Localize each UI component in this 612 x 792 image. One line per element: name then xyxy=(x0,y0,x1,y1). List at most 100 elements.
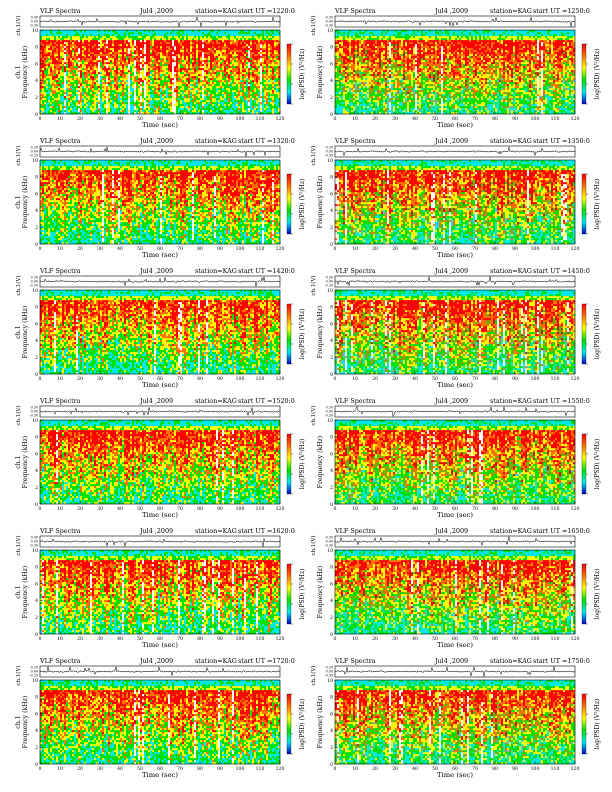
colorbar-label: log(PSD) (V²/Hz) xyxy=(594,569,601,620)
time-tick-label: 90 xyxy=(217,636,223,642)
panel-date: Jul4 ,2009 xyxy=(434,137,468,145)
time-axis-label: Time (sec) xyxy=(437,251,473,259)
freq-axis-label: Frequency (kHz) xyxy=(22,46,29,99)
waveform-trace xyxy=(335,277,575,286)
colorbar xyxy=(287,174,291,234)
time-axis-label: Time (sec) xyxy=(437,381,473,389)
panel-station: station=KAG xyxy=(195,7,237,15)
freq-tick-label: 4 xyxy=(330,728,333,734)
waveform-ytick: -0.30 xyxy=(325,414,333,418)
time-tick-label: 100 xyxy=(531,636,540,642)
time-tick-label: 90 xyxy=(217,246,223,252)
panel-title: VLF Spectra xyxy=(334,397,376,405)
spectrogram-cells xyxy=(40,290,280,374)
panel-title: VLF Spectra xyxy=(39,527,81,535)
colorbar-label: log(PSD) (V²/Hz) xyxy=(594,179,601,230)
time-axis-label: Time (sec) xyxy=(437,121,473,129)
freq-tick-label: 10 xyxy=(32,158,38,164)
time-axis-label: Time (sec) xyxy=(437,641,473,649)
time-tick-label: 0 xyxy=(334,376,337,382)
waveform-trace xyxy=(40,147,280,157)
freq-tick-label: 6 xyxy=(330,451,333,457)
colorbar-label: log(PSD) (V²/Hz) xyxy=(594,309,601,360)
time-axis-label: Time (sec) xyxy=(437,771,473,779)
time-tick-label: 0 xyxy=(39,116,42,122)
panel-station: station=KAG xyxy=(490,137,532,145)
freq-tick-label: 10 xyxy=(32,288,38,294)
colorbar xyxy=(582,174,586,234)
freq-tick-label: 2 xyxy=(35,485,38,491)
freq-tick-label: 8 xyxy=(330,565,333,571)
panel-station: station=KAG xyxy=(490,527,532,535)
time-tick-label: 110 xyxy=(551,246,560,252)
time-tick-label: 20 xyxy=(372,116,378,122)
time-tick-label: 90 xyxy=(217,766,223,772)
freq-tick-label: 6 xyxy=(330,61,333,67)
freq-tick-label: 2 xyxy=(330,745,333,751)
freq-axis-label: Frequency (kHz) xyxy=(317,566,324,619)
waveform-trace xyxy=(40,17,280,27)
time-tick-label: 10 xyxy=(57,636,63,642)
spectrogram-cells xyxy=(335,680,575,764)
time-tick-label: 100 xyxy=(531,246,540,252)
freq-axis-label: Frequency (kHz) xyxy=(22,696,29,749)
spectra-panel: VLF Spectra Jul4 ,2009 station=KAG start UT… xyxy=(310,137,601,259)
spectra-panel: VLF Spectra Jul4 ,2009 station=KAG start UT… xyxy=(15,137,306,259)
freq-tick-label: 4 xyxy=(330,208,333,214)
panel-start-ut: start UT =1420:0 xyxy=(238,267,295,275)
time-tick-label: 110 xyxy=(256,506,265,512)
spectrogram-cells xyxy=(40,160,280,244)
freq-tick-label: 6 xyxy=(330,191,333,197)
waveform-trace xyxy=(335,537,575,546)
time-tick-label: 40 xyxy=(117,116,123,122)
freq-axis-prefix: ch.1 xyxy=(15,65,22,78)
time-tick-label: 100 xyxy=(236,636,245,642)
panel-date: Jul4 ,2009 xyxy=(434,397,468,405)
waveform-ylabel: ch.1(V) xyxy=(310,15,317,35)
waveform-ytick: -0.30 xyxy=(325,674,333,678)
spectrogram-cells xyxy=(335,160,575,244)
time-tick-label: 30 xyxy=(97,116,103,122)
freq-tick-label: 6 xyxy=(35,581,38,587)
freq-tick-label: 10 xyxy=(327,288,333,294)
freq-tick-label: 6 xyxy=(330,321,333,327)
time-tick-label: 10 xyxy=(57,506,63,512)
panel-date: Jul4 ,2009 xyxy=(139,7,173,15)
time-tick-label: 40 xyxy=(412,506,418,512)
time-tick-label: 30 xyxy=(392,766,398,772)
panel-title: VLF Spectra xyxy=(334,7,376,15)
time-tick-label: 100 xyxy=(236,506,245,512)
panel-title: VLF Spectra xyxy=(39,267,81,275)
freq-tick-label: 2 xyxy=(330,485,333,491)
time-tick-label: 40 xyxy=(117,376,123,382)
waveform-ylabel: ch.1(V) xyxy=(15,535,22,555)
panel-station: station=KAG xyxy=(490,7,532,15)
freq-tick-label: 8 xyxy=(330,435,333,441)
time-tick-label: 30 xyxy=(97,766,103,772)
panel-date: Jul4 ,2009 xyxy=(139,137,173,145)
waveform-ylabel: ch.1(V) xyxy=(15,405,22,425)
freq-tick-label: 6 xyxy=(35,321,38,327)
panel-date: Jul4 ,2009 xyxy=(434,657,468,665)
panel-title: VLF Spectra xyxy=(334,527,376,535)
panel-start-ut: start UT =1720:0 xyxy=(238,657,295,665)
waveform-ylabel: ch.1(V) xyxy=(310,665,317,685)
time-tick-label: 110 xyxy=(551,116,560,122)
time-tick-label: 80 xyxy=(197,636,203,642)
time-tick-label: 100 xyxy=(236,116,245,122)
time-tick-label: 80 xyxy=(492,506,498,512)
panel-title: VLF Spectra xyxy=(39,137,81,145)
freq-axis-label: Frequency (kHz) xyxy=(22,436,29,489)
colorbar xyxy=(287,564,291,624)
spectra-panel: VLF Spectra Jul4 ,2009 station=KAG start UT… xyxy=(15,527,306,649)
freq-tick-label: 8 xyxy=(35,175,38,181)
freq-tick-label: 4 xyxy=(330,78,333,84)
time-tick-label: 0 xyxy=(334,116,337,122)
time-tick-label: 20 xyxy=(77,376,83,382)
time-tick-label: 30 xyxy=(97,636,103,642)
spectrogram-cells xyxy=(40,30,280,114)
waveform-ytick: -0.30 xyxy=(30,24,38,28)
waveform-ytick: -0.30 xyxy=(325,154,333,158)
time-axis-label: Time (sec) xyxy=(142,251,178,259)
freq-axis-prefix: ch.1 xyxy=(15,455,22,468)
